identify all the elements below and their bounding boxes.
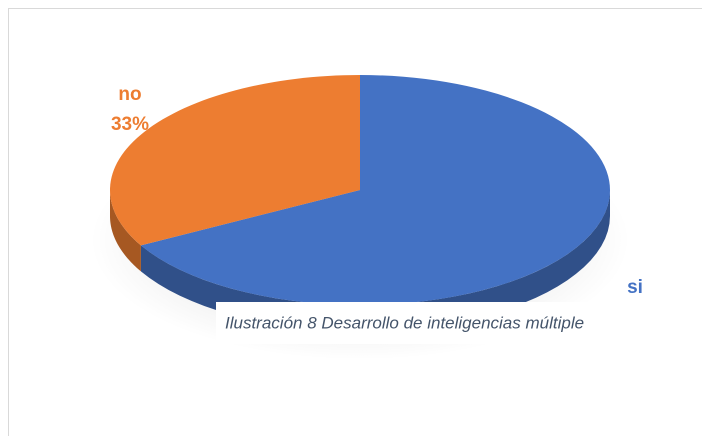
slice: [140, 75, 610, 305]
caption-box: [216, 302, 702, 344]
caption: Ilustración 8 Desarrollo de inteligencia…: [225, 313, 584, 332]
slice: [109, 75, 360, 246]
slice-label: no: [118, 84, 141, 105]
slice-side: [140, 190, 610, 331]
slice-side: [110, 190, 141, 272]
pie: [109, 75, 610, 331]
slice-label: si: [627, 277, 643, 298]
slice-value-label: 33%: [111, 114, 149, 135]
